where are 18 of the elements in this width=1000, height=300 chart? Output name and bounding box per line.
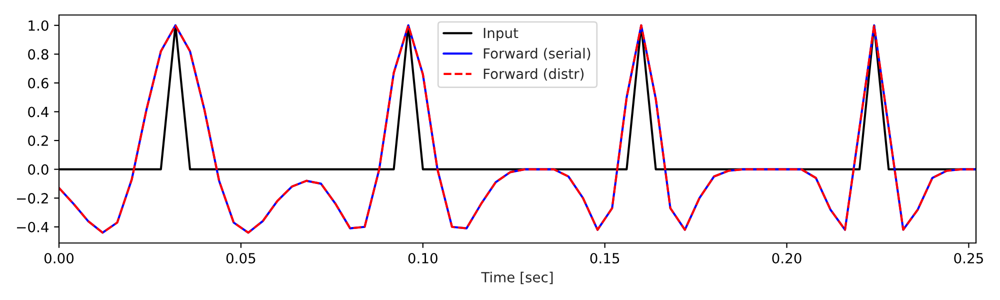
y-tick-label: 0.4 — [28, 106, 48, 118]
x-tick-label: 0.15 — [590, 252, 620, 264]
y-tick-label: 0.8 — [28, 49, 48, 60]
x-tick-label: 0.00 — [44, 252, 74, 264]
legend-label: Forward (serial) — [484, 48, 590, 60]
y-tick-label: 1.0 — [28, 20, 48, 31]
x-tick-label: 0.20 — [772, 252, 802, 264]
y-tick-label: 0.2 — [28, 135, 48, 146]
y-tick-label: −0.4 — [17, 222, 48, 232]
y-tick-label: 0.6 — [28, 78, 48, 88]
y-tick-label: 0.0 — [28, 164, 48, 175]
x-tick-label: 0.25 — [954, 252, 983, 264]
y-tick-label: −0.2 — [17, 193, 48, 204]
x-axis-title: Time [sec] — [481, 272, 553, 284]
x-tick-label: 0.10 — [408, 252, 438, 264]
x-tick-label: 0.05 — [226, 252, 256, 264]
legend-label: Forward (distr) — [484, 68, 584, 81]
legend-label: Input — [484, 28, 518, 41]
